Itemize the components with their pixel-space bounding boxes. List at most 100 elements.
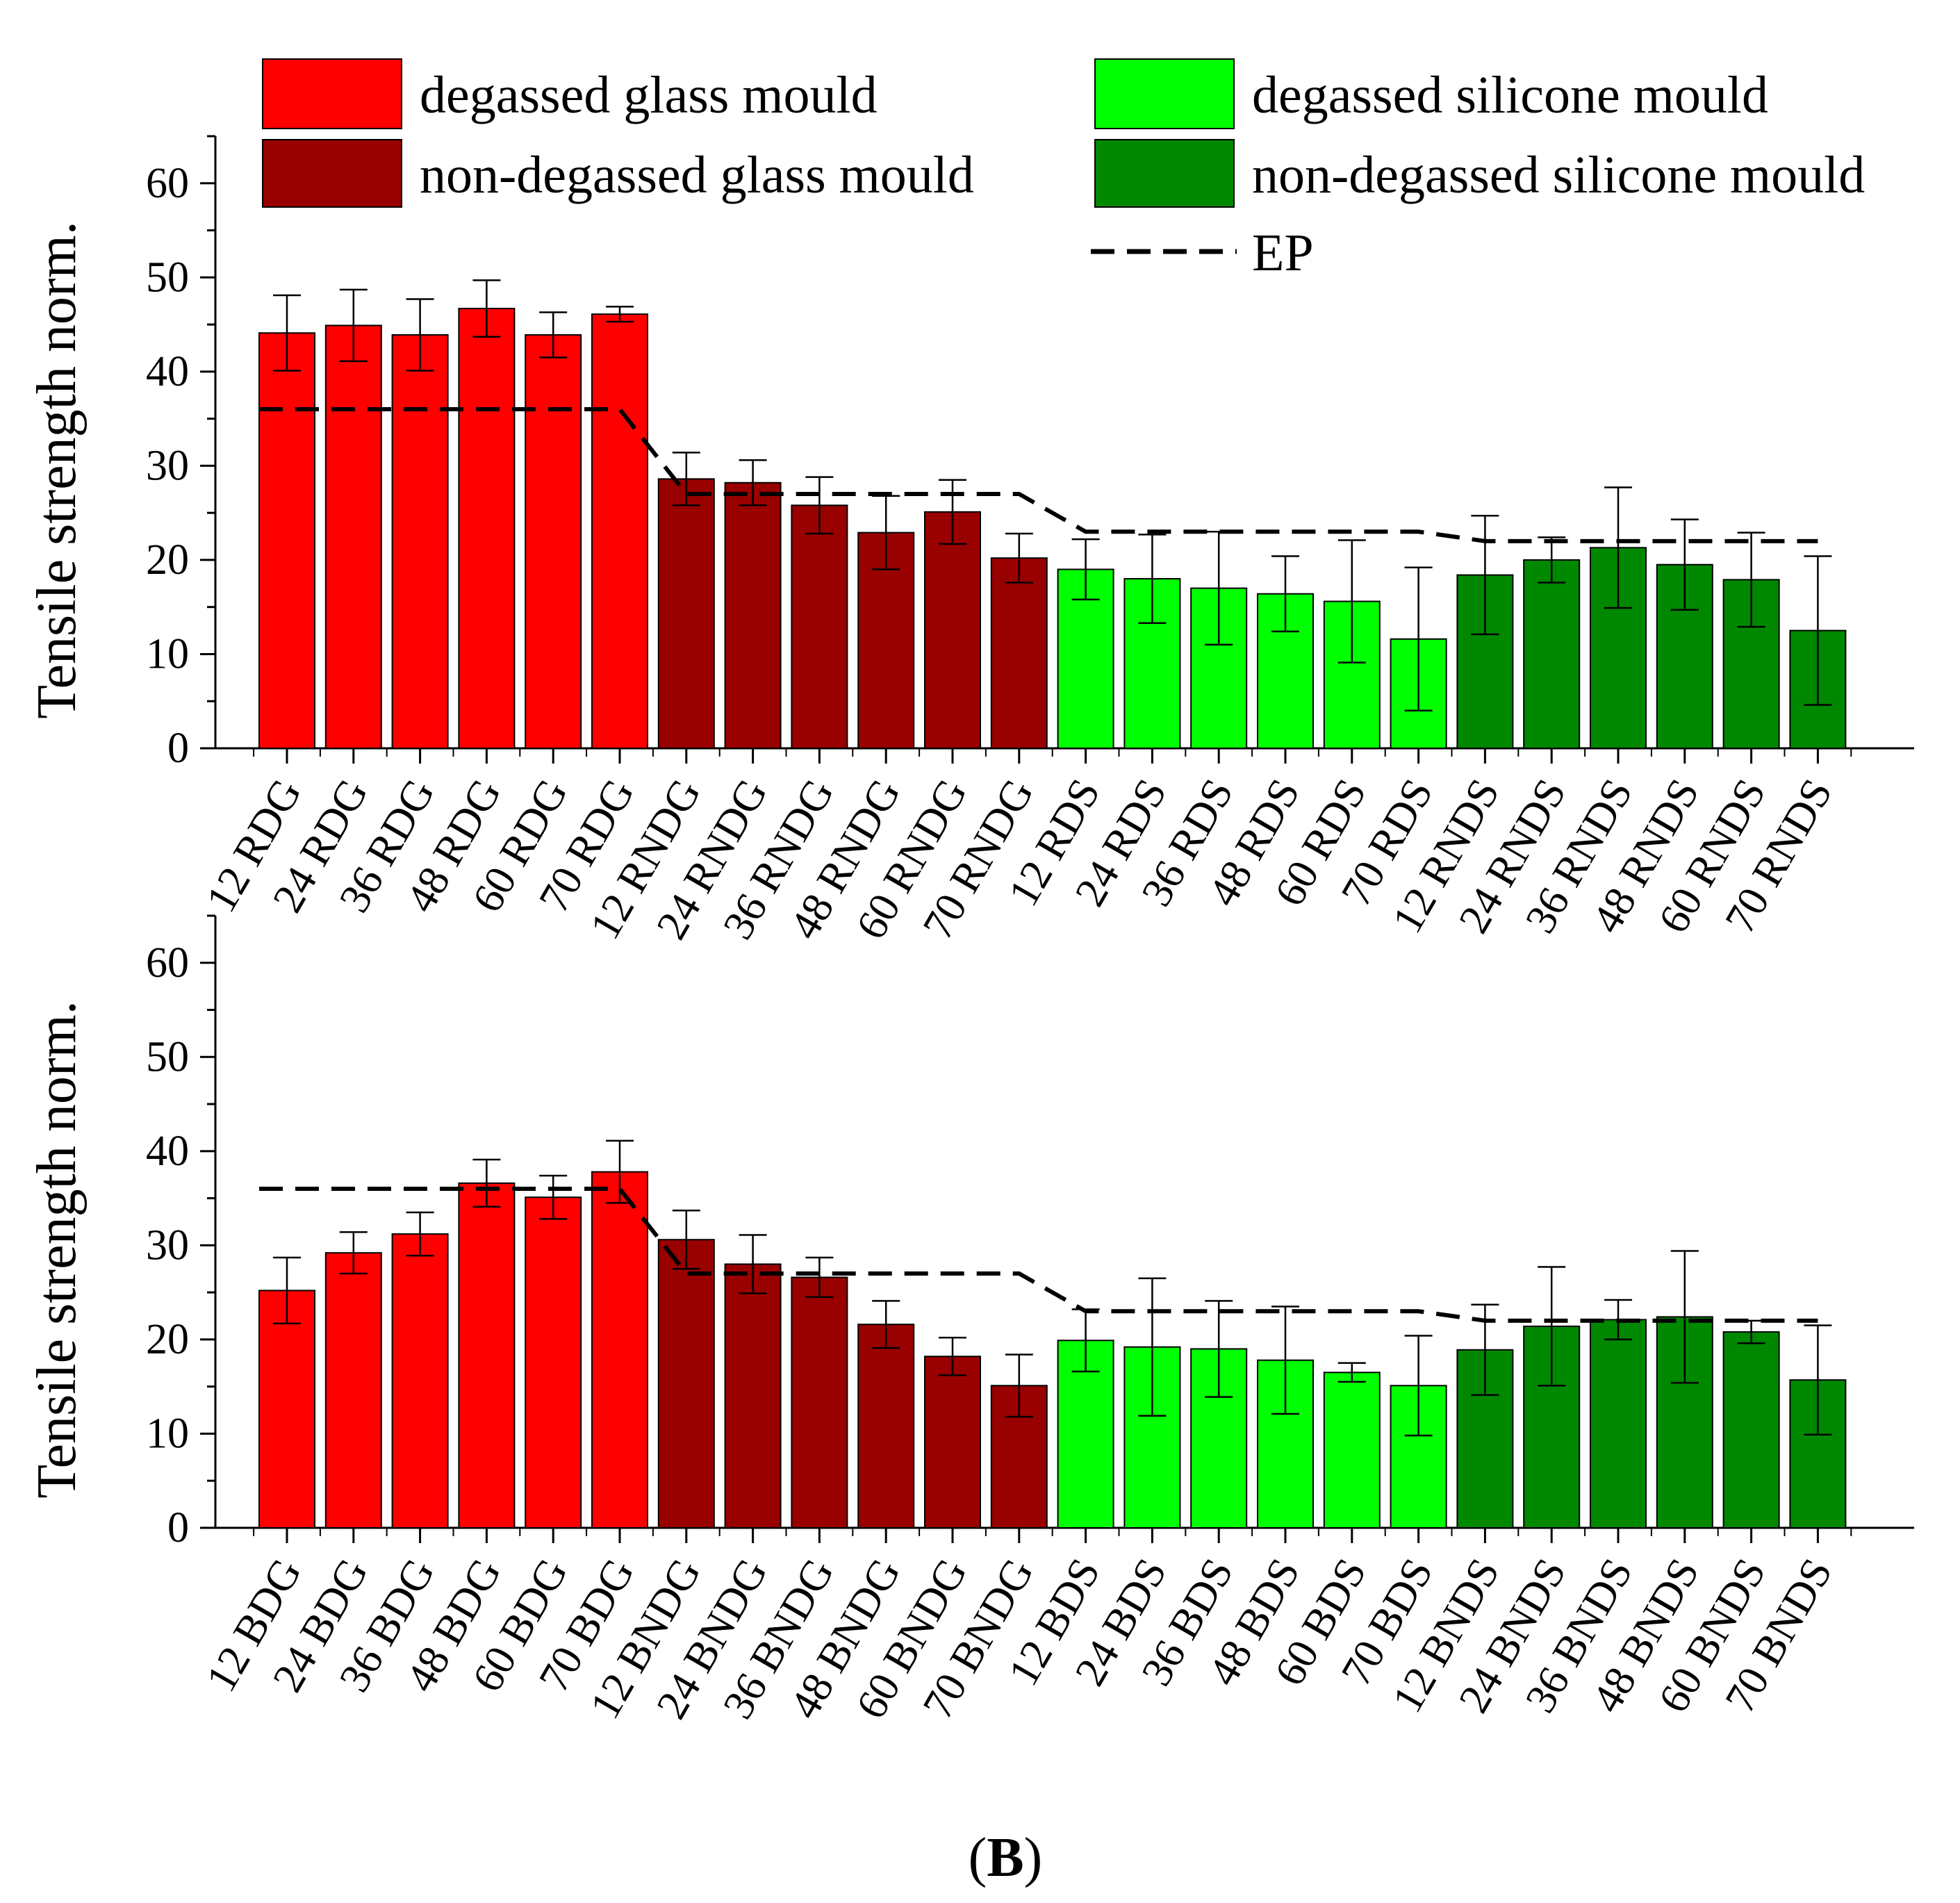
bottom-y-tick-label: 40 <box>146 1128 189 1175</box>
bottom-y-tick-label: 30 <box>146 1221 189 1269</box>
caption-letter: B <box>987 1827 1023 1888</box>
top-error-bar-60-rdg <box>539 311 568 359</box>
bottom-bar-60-bndg <box>924 1356 981 1529</box>
top-error-bar-12-rdg <box>273 294 301 372</box>
top-bar-60-rdg <box>525 333 582 749</box>
top-bar-36-rdg <box>391 333 449 749</box>
bottom-error-bar-60-bdg <box>539 1174 568 1220</box>
top-error-bar-48-rdg <box>472 279 501 338</box>
bottom-bar-48-bndg <box>857 1324 915 1529</box>
top-bar-24-rnds <box>1523 559 1581 750</box>
legend-swatch-degassed-silicone <box>1094 58 1235 129</box>
bottom-bar-36-bndg <box>791 1276 848 1529</box>
bottom-error-bar-60-bds <box>1337 1362 1366 1383</box>
top-y-tick-label: 50 <box>146 254 189 301</box>
legend-label-non-degassed-glass: non-degassed glass mould <box>420 146 974 204</box>
top-error-bar-36-rdg <box>406 298 434 372</box>
bottom-error-bar-24-bds <box>1138 1277 1167 1417</box>
legend-label-degassed-glass: degassed glass mould <box>420 66 878 124</box>
legend-item-ep: EP <box>1091 224 1314 282</box>
top-bar-48-rdg <box>458 308 516 749</box>
legend-item-non-degassed-silicone: non-degassed silicone mould <box>1094 139 1865 208</box>
top-bar-70-rdg <box>591 313 648 750</box>
top-bar-24-rdg <box>324 324 382 749</box>
bottom-y-tick-label: 10 <box>146 1410 189 1457</box>
bottom-bar-70-bdg <box>591 1171 648 1529</box>
bottom-error-bar-12-bdg <box>273 1256 301 1325</box>
top-bar-12-rdg <box>258 332 315 749</box>
legend-label-degassed-silicone: degassed silicone mould <box>1252 66 1768 124</box>
bottom-bar-24-bndg <box>724 1263 782 1529</box>
caption-close: ) <box>1024 1827 1043 1888</box>
top-error-bar-60-rds <box>1337 539 1366 664</box>
top-y-tick-label: 40 <box>146 348 189 395</box>
top-error-bar-48-rds <box>1271 555 1299 633</box>
top-y-tick-label: 0 <box>167 725 189 772</box>
top-error-bar-60-rnds <box>1737 532 1765 628</box>
bottom-error-bar-24-bnds <box>1538 1266 1566 1387</box>
top-bar-24-rndg <box>724 481 782 750</box>
bottom-error-bar-48-bndg <box>872 1300 900 1349</box>
bottom-error-bar-24-bdg <box>339 1231 368 1275</box>
caption-open: ( <box>969 1827 987 1888</box>
top-error-bar-70-rndg <box>1005 532 1033 584</box>
panel-caption: (B) <box>969 1827 1043 1888</box>
top-error-bar-24-rnds <box>1538 536 1566 584</box>
bottom-y-tick-label: 60 <box>146 939 189 987</box>
top-error-bar-12-rds <box>1071 538 1100 601</box>
top-bar-60-rndg <box>924 511 981 749</box>
bottom-bar-36-bdg <box>391 1233 449 1529</box>
top-y-axis-label: Tensile strength norm. <box>26 221 88 718</box>
top-error-bar-24-rndg <box>739 459 767 506</box>
bottom-error-bar-48-bnds <box>1670 1250 1699 1384</box>
legend-item-non-degassed-glass: non-degassed glass mould <box>262 139 974 208</box>
top-bar-36-rndg <box>791 504 848 750</box>
bottom-error-bar-36-bds <box>1205 1300 1233 1398</box>
top-error-bar-48-rnds <box>1670 518 1699 611</box>
top-error-bar-12-rndg <box>672 452 700 506</box>
bottom-error-bar-36-bndg <box>805 1256 834 1299</box>
top-error-bar-24-rds <box>1138 534 1167 624</box>
bottom-error-bar-12-bndg <box>672 1209 700 1270</box>
top-bar-70-rndg <box>990 557 1048 749</box>
bottom-bar-60-bdg <box>525 1196 582 1529</box>
top-y-tick-label: 10 <box>146 630 189 677</box>
top-error-bar-36-rndg <box>805 476 834 535</box>
bottom-error-bar-60-bndg <box>939 1336 966 1376</box>
bottom-error-bar-48-bds <box>1271 1305 1299 1415</box>
top-y-tick-label: 60 <box>146 160 189 207</box>
top-error-bar-24-rdg <box>339 288 368 363</box>
bottom-error-bar-70-bndg <box>1005 1353 1033 1418</box>
bottom-error-bar-70-bds <box>1404 1335 1433 1437</box>
legend: degassed glass mould non-degassed glass … <box>262 58 1865 282</box>
legend-item-degassed-glass: degassed glass mould <box>262 58 878 129</box>
legend-swatch-degassed-glass <box>262 58 402 129</box>
bottom-error-bar-36-bdg <box>406 1211 434 1257</box>
top-error-bar-70-rnds <box>1804 555 1832 706</box>
top-ep-line <box>259 407 1818 543</box>
top-error-bar-70-rdg <box>606 306 634 323</box>
legend-swatch-non-degassed-glass <box>262 139 402 208</box>
top-y-tick-label: 30 <box>146 442 189 489</box>
bottom-bar-12-bndg <box>657 1239 715 1529</box>
top-error-bar-60-rndg <box>939 479 966 545</box>
legend-swatch-non-degassed-silicone <box>1094 139 1235 208</box>
bottom-y-tick-label: 20 <box>146 1316 189 1363</box>
legend-label-non-degassed-silicone: non-degassed silicone mould <box>1252 146 1865 204</box>
top-y-tick-label: 20 <box>146 536 189 584</box>
bottom-error-bar-24-bndg <box>739 1234 767 1294</box>
top-error-bar-12-rnds <box>1471 514 1499 636</box>
bottom-bar-48-bdg <box>458 1182 516 1529</box>
bottom-ep-line <box>259 1187 1818 1323</box>
legend-item-degassed-silicone: degassed silicone mould <box>1094 58 1768 129</box>
top-error-bar-36-rnds <box>1604 486 1632 609</box>
bottom-y-tick-label: 50 <box>146 1033 189 1080</box>
legend-label-ep: EP <box>1252 224 1314 282</box>
bottom-bar-60-bnds <box>1722 1331 1780 1529</box>
bottom-error-bar-48-bdg <box>472 1158 501 1208</box>
bottom-bar-24-bdg <box>324 1252 382 1529</box>
top-error-bar-70-rds <box>1404 566 1433 712</box>
bottom-error-bar-70-bnds <box>1804 1324 1832 1436</box>
bottom-bar-12-bdg <box>258 1290 315 1529</box>
